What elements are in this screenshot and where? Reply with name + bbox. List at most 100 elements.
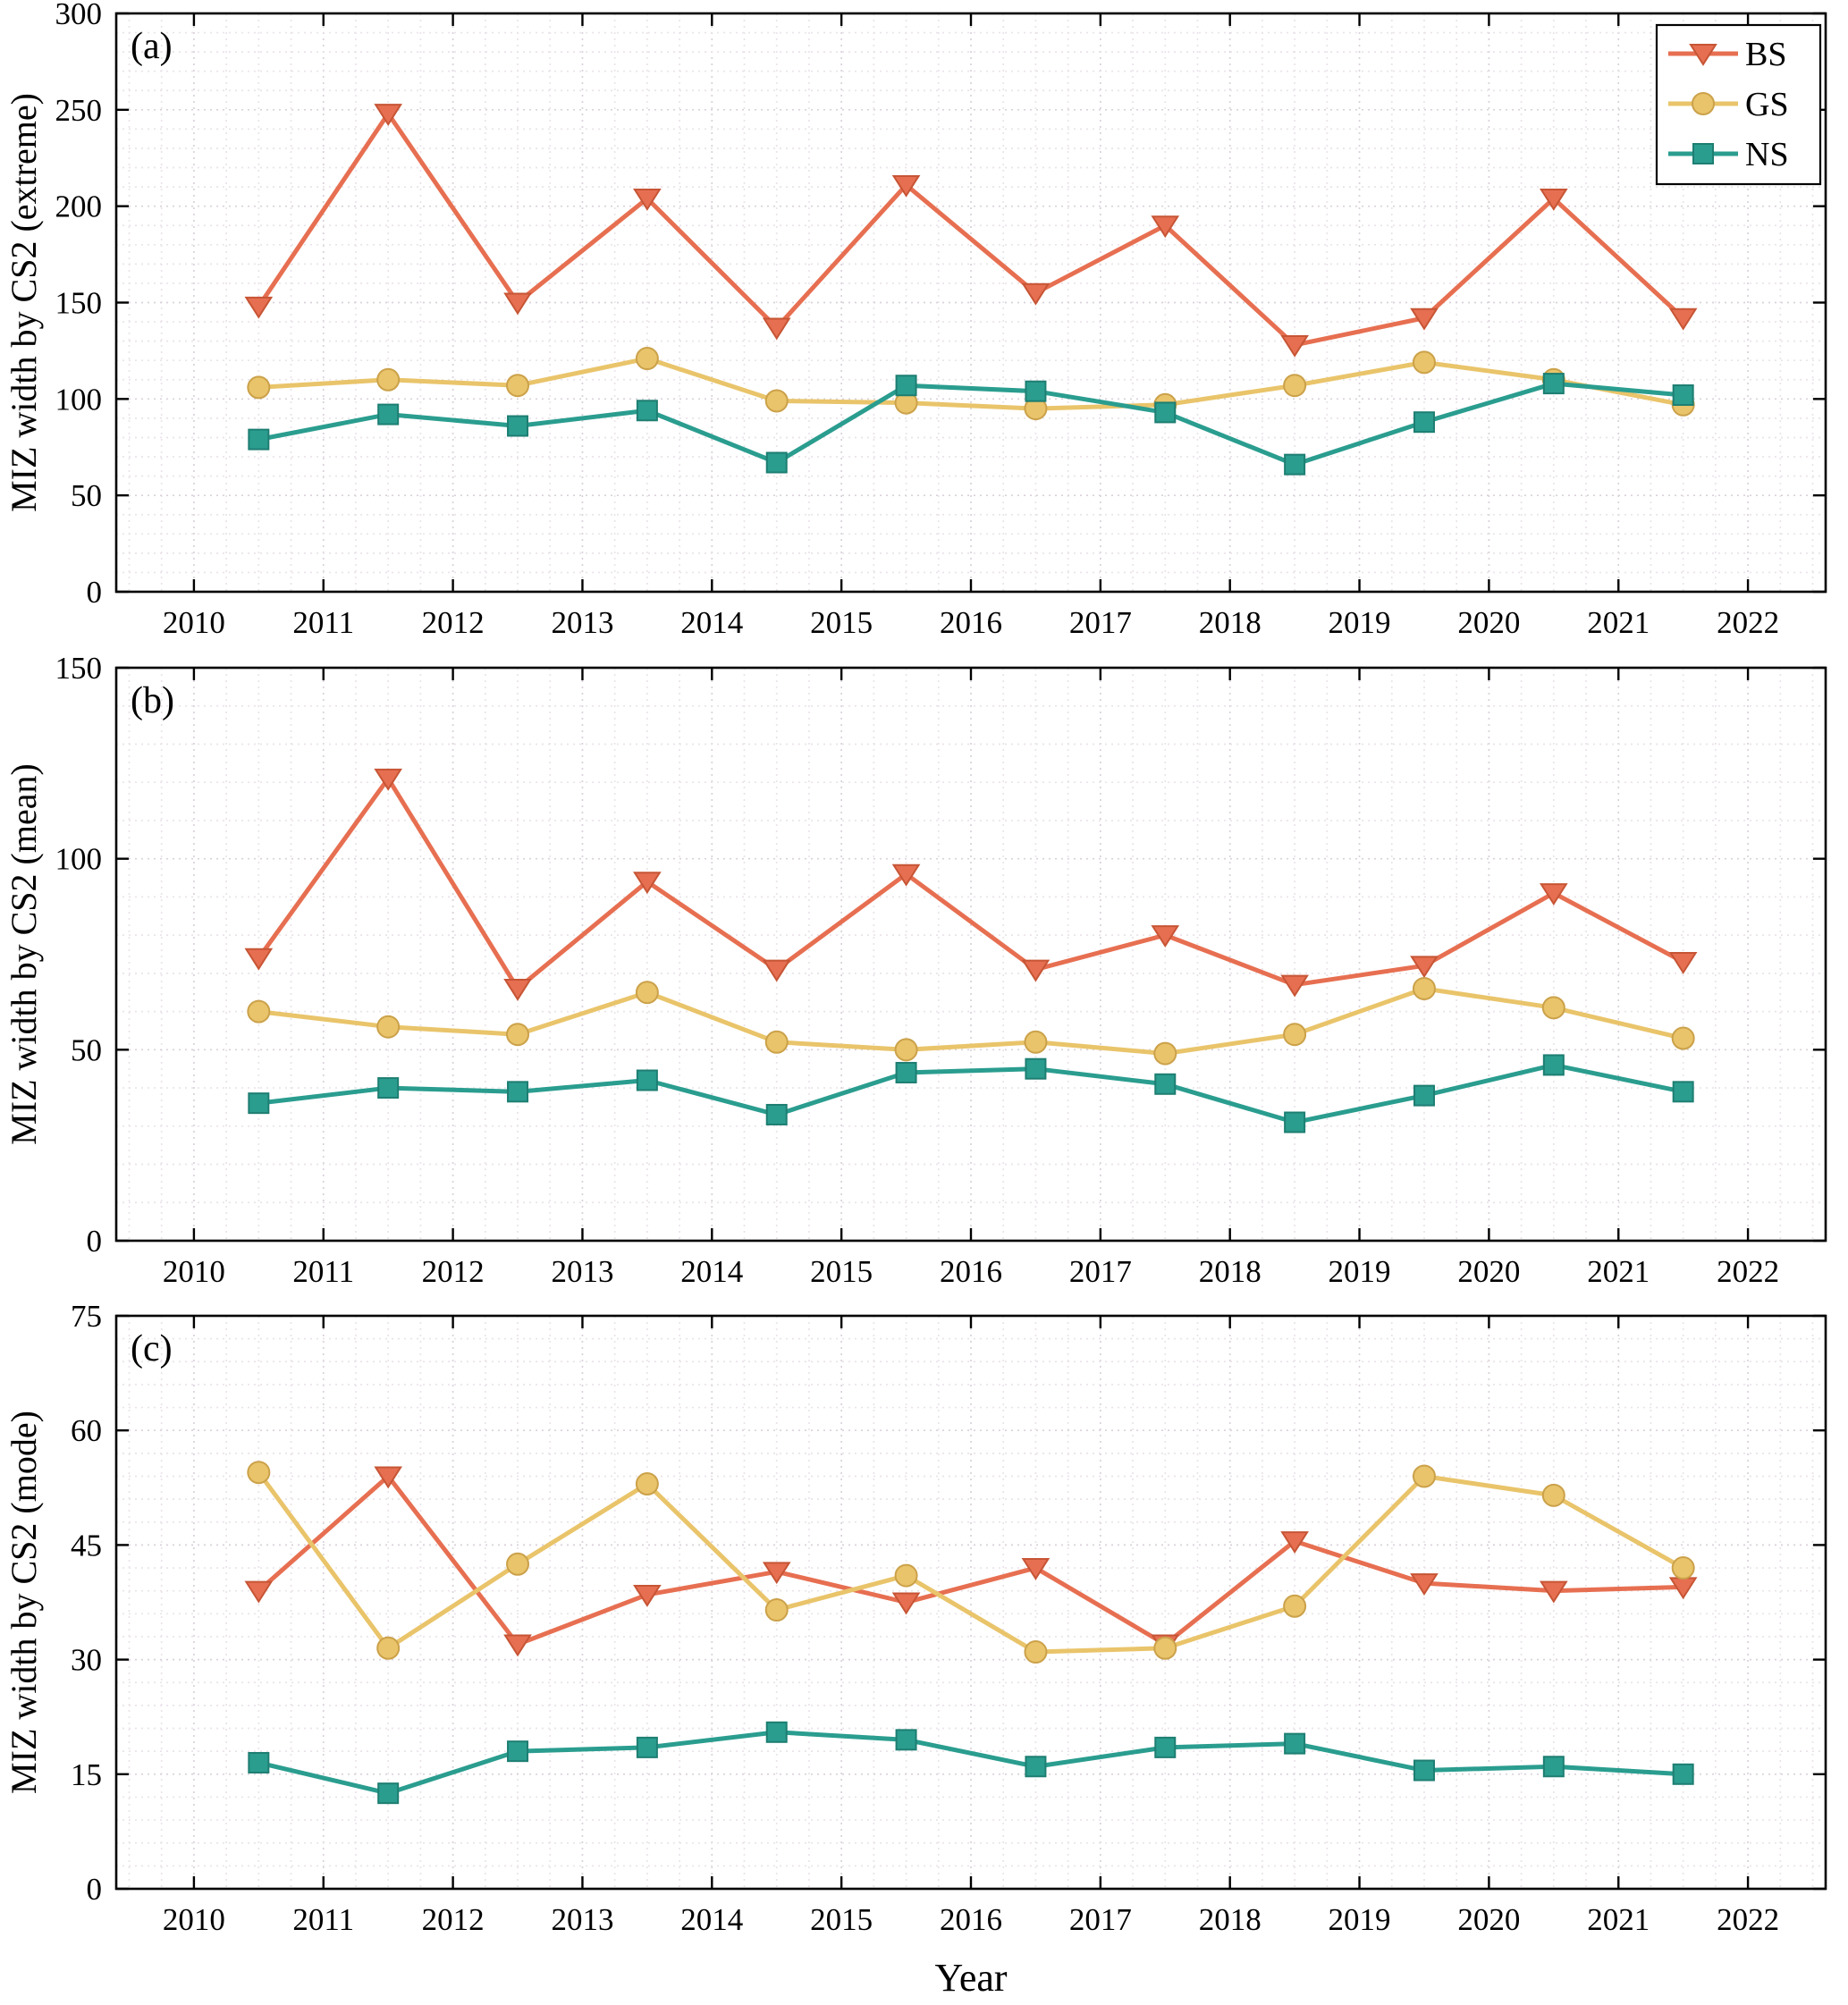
x-tick-label: 2015 (810, 1902, 873, 1937)
series-GS-marker (635, 347, 659, 371)
series-NS-marker (377, 1782, 400, 1805)
y-tick-label: 200 (55, 190, 103, 224)
x-tick-label: 2017 (1069, 605, 1132, 639)
series-BS-marker (891, 863, 921, 887)
series-NS-marker (1284, 453, 1306, 476)
series-NS-marker (1413, 1084, 1435, 1107)
x-tick-label: 2013 (551, 1254, 613, 1289)
series-GS-marker (376, 1015, 401, 1039)
grid-lines (116, 668, 1826, 1241)
series-BS-line (257, 111, 1685, 348)
series-NS-marker (507, 1081, 529, 1103)
series-GS-marker (1283, 1023, 1307, 1047)
series-NS-marker (1025, 380, 1047, 402)
series-NS-marker (248, 428, 270, 451)
x-tick-label: 2014 (680, 605, 743, 639)
series-GS-marker (376, 367, 401, 392)
x-tick-label: 2011 (292, 605, 354, 639)
x-tick-label: 2011 (292, 1254, 354, 1289)
series-NS-line (257, 1730, 1683, 1796)
series-GS-marker (1541, 1483, 1565, 1507)
x-tick-label: 2014 (680, 1254, 743, 1289)
y-tick-label: 60 (71, 1413, 102, 1448)
series-BS-marker (1021, 1558, 1051, 1580)
series-GS-marker (1541, 996, 1565, 1020)
series-NS-marker (1284, 1111, 1306, 1133)
series-NS-marker (1025, 1756, 1047, 1778)
series-GS-marker (1412, 1464, 1436, 1488)
x-tick-label: 2014 (680, 1902, 743, 1937)
panel-label: (a) (131, 26, 173, 67)
x-tick-label: 2020 (1457, 1254, 1520, 1289)
x-tick-label: 2022 (1717, 605, 1779, 639)
series-BS-marker (1021, 282, 1051, 306)
x-tick-label: 2017 (1069, 1902, 1132, 1937)
y-tick-label: 75 (71, 1305, 102, 1334)
series-GS-line (258, 356, 1684, 411)
series-NS-marker (636, 400, 658, 422)
x-tick-label: 2020 (1457, 605, 1520, 639)
series-NS-marker (1413, 1759, 1435, 1782)
series-NS-marker (248, 1751, 270, 1773)
y-tick-label: 100 (55, 382, 103, 417)
axis-ticks (116, 666, 1826, 1243)
x-tick-label: 2012 (422, 1254, 485, 1289)
series-BS-marker (762, 959, 791, 982)
x-tick-label: 2022 (1717, 1254, 1779, 1289)
y-tick-label: 30 (71, 1643, 102, 1678)
x-tick-label: 2016 (940, 1902, 1002, 1937)
y-tick-label: 0 (87, 1224, 103, 1259)
series-BS-marker (1668, 307, 1698, 331)
legend-marker-NS (1692, 143, 1714, 164)
series-GS-marker (1283, 1594, 1307, 1618)
series-GS-marker (1283, 374, 1307, 398)
series-BS-marker (244, 296, 274, 319)
series-GS-marker (1671, 1026, 1695, 1050)
series-GS-marker (894, 1038, 918, 1062)
series-GS-marker (506, 1023, 530, 1047)
x-tick-label: 2019 (1329, 1902, 1391, 1937)
series-NS-marker (507, 415, 529, 437)
series-NS-marker (1284, 1732, 1306, 1755)
legend-marker-GS (1692, 92, 1715, 115)
series-NS-line (258, 1062, 1684, 1125)
x-tick-label: 2010 (163, 605, 225, 639)
series-BS-marker (1151, 925, 1180, 948)
series-BS-marker (1280, 334, 1309, 358)
legend-label-BS: BS (1745, 36, 1786, 73)
legend-label-NS: NS (1745, 136, 1789, 173)
x-tick-label: 2012 (422, 605, 485, 639)
series-BS-marker (633, 872, 662, 895)
axes-box (114, 666, 1827, 1243)
series-BS-marker (1539, 883, 1568, 906)
panel-label: (c) (131, 1328, 173, 1369)
x-tick-label: 2016 (940, 605, 1002, 639)
axes-box (114, 1314, 1827, 1891)
x-tick-label: 2017 (1069, 1254, 1132, 1289)
series-GS-marker (1153, 1636, 1177, 1660)
x-tick-label: 2021 (1587, 605, 1650, 639)
series-NS-marker (1672, 384, 1694, 407)
x-tick-label: 2015 (810, 1254, 873, 1289)
x-tick-label: 2021 (1587, 1902, 1650, 1937)
chart-panel-extreme: 2010 2011 2012 2013 2014 2015 2016 2017 2018 2019… (4, 0, 1827, 639)
axis-ticks (116, 1314, 1826, 1891)
x-tick-label: 2012 (422, 1902, 485, 1937)
series-BS-marker (1280, 1531, 1309, 1554)
series-BS-marker (1280, 974, 1309, 998)
series-BS-marker (244, 948, 274, 971)
y-axis-label: MIZ width by CS2 (mean) (4, 763, 44, 1145)
tick-labels: 2010 2011 2012 2013 2014 2015 2016 2017 2018 2019… (55, 651, 1780, 1289)
series-GS-marker (764, 1598, 789, 1622)
series-BS-line (257, 1473, 1683, 1647)
y-tick-label: 150 (55, 651, 103, 686)
series-BS-marker (374, 104, 403, 127)
series-GS-marker (506, 1552, 530, 1576)
series-BS-marker (1410, 1573, 1439, 1596)
y-tick-label: 15 (71, 1757, 102, 1792)
series-GS-marker (764, 389, 789, 413)
chart-panel-mode: 2010 2011 2012 2013 2014 2015 2016 2017 2018 2019… (4, 1305, 1827, 2000)
y-tick-label: 50 (71, 1032, 102, 1067)
y-tick-label: 100 (55, 842, 103, 877)
series-BS-marker (633, 1584, 662, 1607)
